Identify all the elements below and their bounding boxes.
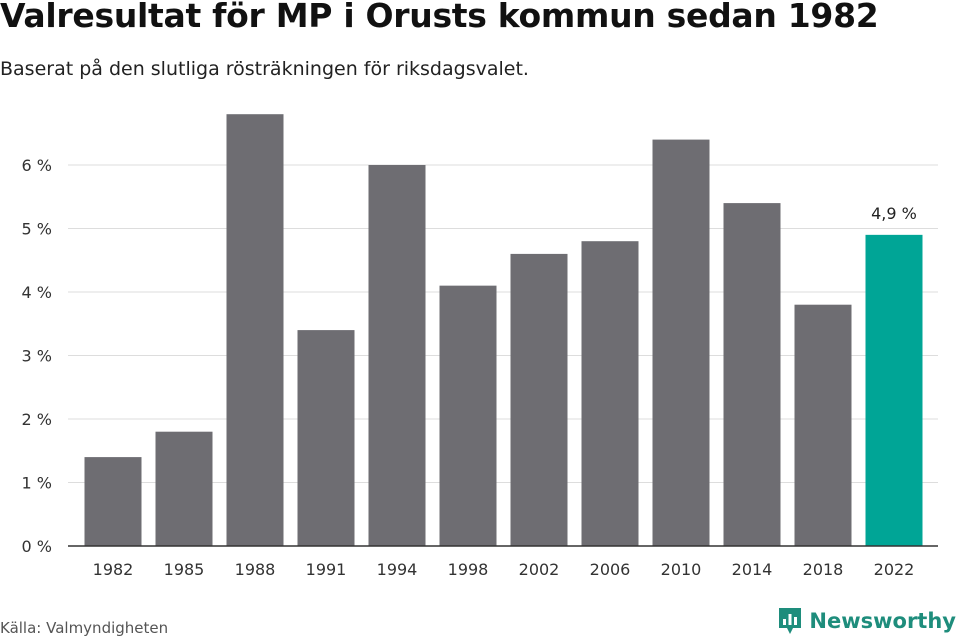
x-tick-label: 1982 <box>93 560 134 579</box>
brand: Newsworthy <box>777 606 956 636</box>
bar-2006 <box>581 241 639 546</box>
bar-2022 <box>865 234 923 546</box>
x-tick-label: 2010 <box>661 560 702 579</box>
x-tick-label: 2002 <box>519 560 560 579</box>
y-tick-label: 2 % <box>22 410 52 429</box>
source-note: Källa: Valmyndigheten <box>0 619 169 637</box>
brand-name: Newsworthy <box>809 609 956 633</box>
y-tick-label: 1 % <box>22 474 52 493</box>
data-labels: 4,9 % <box>871 204 917 223</box>
x-tick-label: 1991 <box>306 560 347 579</box>
bar-2018 <box>794 304 852 546</box>
bar-1982 <box>84 457 142 546</box>
bar-chart: 0 %1 %2 %3 %4 %5 %6 % 1982 1985 1988 1991 19… <box>22 114 938 579</box>
x-tick-label: 1994 <box>377 560 418 579</box>
y-tick-label: 6 % <box>22 156 52 175</box>
bar-1991 <box>297 330 355 546</box>
bar-2002 <box>510 253 568 546</box>
bar-1994 <box>368 165 426 546</box>
bar-1998 <box>439 285 497 546</box>
x-tick-label: 2018 <box>803 560 844 579</box>
bar-1985 <box>155 431 213 546</box>
y-tick-label: 4 % <box>22 283 52 302</box>
x-tick-label: 2006 <box>590 560 631 579</box>
x-tick-label: 1988 <box>235 560 276 579</box>
bar-2010 <box>652 139 710 546</box>
bar-2014 <box>723 203 781 546</box>
chart-title: Valresultat för MP i Orusts kommun sedan… <box>0 0 879 35</box>
newsworthy-logo-icon <box>779 608 802 634</box>
y-axis-ticks: 0 % 1 % 2 % 3 % 4 % 5 % 6 % <box>22 156 52 556</box>
x-tick-label: 1985 <box>164 560 205 579</box>
x-tick-label: 2014 <box>732 560 773 579</box>
x-tick-label: 2022 <box>874 560 915 579</box>
x-axis-ticks: 1982 1985 1988 1991 1994 1998 2002 2006 2010 2014… <box>93 560 915 579</box>
bar-1988 <box>226 114 284 546</box>
chart-subtitle: Baserat på den slutliga rösträkningen fö… <box>0 58 529 80</box>
y-tick-label: 5 % <box>22 220 52 239</box>
gridlines <box>68 164 938 483</box>
y-tick-label: 0 % <box>22 537 52 556</box>
x-tick-label: 1998 <box>448 560 489 579</box>
bars <box>84 114 923 546</box>
y-tick-label: 3 % <box>22 347 52 366</box>
data-label-2022: 4,9 % <box>871 204 917 223</box>
